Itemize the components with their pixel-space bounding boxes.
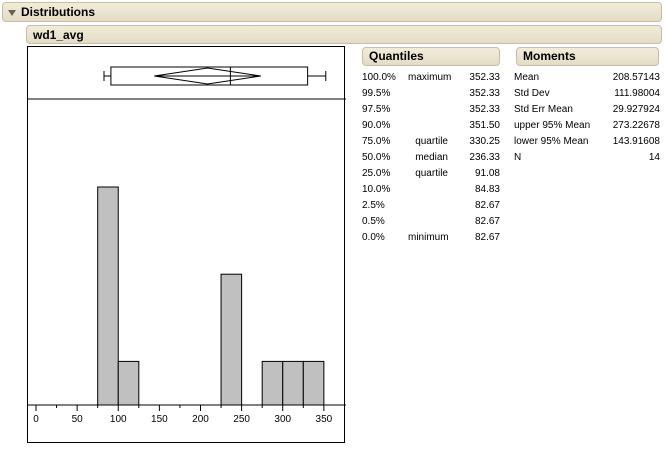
histogram-bar	[261, 360, 284, 406]
quantile-row: 100.0% maximum 352.33	[362, 70, 500, 86]
quantile-row: 97.5% 352.33	[362, 102, 500, 118]
quantile-label: median	[415, 152, 448, 163]
quantile-value: 82.67	[474, 232, 500, 243]
quantile-percent: 50.0%	[362, 152, 391, 163]
moment-value: 273.22678	[612, 120, 660, 131]
quantile-value: 91.08	[474, 168, 500, 179]
histogram-bar	[302, 360, 325, 406]
quantile-label: minimum	[408, 232, 449, 243]
quantile-percent: 10.0%	[362, 184, 391, 195]
variable-name: wd1_avg	[33, 28, 84, 42]
moment-row: Std Err Mean 29.927924	[514, 102, 660, 118]
moment-value: 111.98004	[614, 88, 660, 99]
moment-row: upper 95% Mean 273.22678	[514, 118, 660, 134]
quantile-value: 236.33	[469, 152, 500, 163]
moment-name: upper 95% Mean	[514, 120, 591, 131]
moment-value: 208.57143	[612, 72, 660, 83]
quantile-row: 75.0% quartile 330.25	[362, 134, 500, 150]
quantile-value: 352.33	[469, 72, 500, 83]
x-tick-label: 300	[274, 414, 291, 425]
moment-value: 29.927924	[612, 104, 660, 115]
moment-name: Mean	[514, 72, 540, 83]
quantile-row: 25.0% quartile 91.08	[362, 166, 500, 182]
quantile-label: quartile	[415, 136, 448, 147]
histogram-and-boxplot-svg: 0 50 100 150 200 250 300 350	[28, 66, 346, 425]
moment-name: lower 95% Mean	[514, 136, 589, 147]
moment-row: lower 95% Mean 143.91608	[514, 134, 660, 150]
quantile-percent: 100.0%	[362, 72, 396, 83]
quantile-row: 0.0% minimum 82.67	[362, 230, 500, 246]
quantiles-title: Quantiles	[369, 49, 424, 63]
moment-value: 143.91608	[612, 136, 660, 147]
report-title: Distributions	[21, 5, 95, 19]
moment-name: Std Err Mean	[514, 104, 573, 115]
quantile-percent: 0.0%	[362, 232, 385, 243]
quantile-row: 90.0% 351.50	[362, 118, 500, 134]
quantile-label: maximum	[408, 72, 452, 83]
x-tick-label: 0	[33, 414, 39, 425]
moment-value: 14	[648, 152, 660, 163]
x-tick-label: 250	[233, 414, 250, 425]
histogram-bar	[97, 186, 119, 406]
x-tick-label: 100	[110, 414, 127, 425]
quantiles-header[interactable]: Quantiles	[362, 47, 500, 66]
x-tick-label: 150	[151, 414, 168, 425]
quantile-value: 82.67	[474, 200, 500, 211]
quantile-row: 2.5% 82.67	[362, 198, 500, 214]
quantile-row: 99.5% 352.33	[362, 86, 500, 102]
x-tick-label: 200	[192, 414, 209, 425]
quantile-label: quartile	[415, 168, 448, 179]
quantile-percent: 0.5%	[362, 216, 385, 227]
moment-name: Std Dev	[514, 88, 550, 99]
histogram-bar	[220, 273, 243, 406]
quantile-value: 82.67	[474, 216, 500, 227]
distributions-outline-header[interactable]: Distributions	[2, 2, 662, 22]
moment-row: Std Dev 111.98004	[514, 86, 660, 102]
moment-name: N	[514, 152, 522, 163]
x-tick-label: 350	[316, 414, 333, 425]
moments-header[interactable]: Moments	[516, 47, 659, 66]
disclosure-triangle-icon[interactable]	[8, 10, 16, 16]
moment-row: Mean 208.57143	[514, 70, 660, 86]
histogram-bar	[282, 360, 304, 406]
quantile-value: 351.50	[469, 120, 500, 131]
quantile-percent: 90.0%	[362, 120, 391, 131]
quantile-value: 352.33	[469, 88, 500, 99]
moments-title: Moments	[523, 49, 576, 63]
quantile-percent: 99.5%	[362, 88, 391, 99]
quantile-value: 330.25	[469, 136, 500, 147]
quantile-row: 10.0% 84.83	[362, 182, 500, 198]
quantiles-table: 100.0% maximum 352.33 99.5% 352.33 97.5% 352.3…	[362, 70, 500, 246]
distribution-plot[interactable]: 0 50 100 150 200 250 300 350	[27, 46, 346, 443]
quantile-value: 352.33	[469, 104, 500, 115]
quantile-percent: 25.0%	[362, 168, 391, 179]
quantile-row: 50.0% median 236.33	[362, 150, 500, 166]
quantile-value: 84.83	[474, 184, 500, 195]
x-tick-label: 50	[72, 414, 84, 425]
variable-outline-header[interactable]: wd1_avg	[26, 25, 662, 44]
moment-row: N 14	[514, 150, 660, 166]
moments-table: Mean 208.57143 Std Dev 111.98004 Std Err Mea…	[514, 70, 660, 166]
quantile-row: 0.5% 82.67	[362, 214, 500, 230]
quantile-percent: 75.0%	[362, 136, 391, 147]
quantile-percent: 2.5%	[362, 200, 385, 211]
histogram-bar	[117, 360, 140, 406]
quantile-percent: 97.5%	[362, 104, 391, 115]
